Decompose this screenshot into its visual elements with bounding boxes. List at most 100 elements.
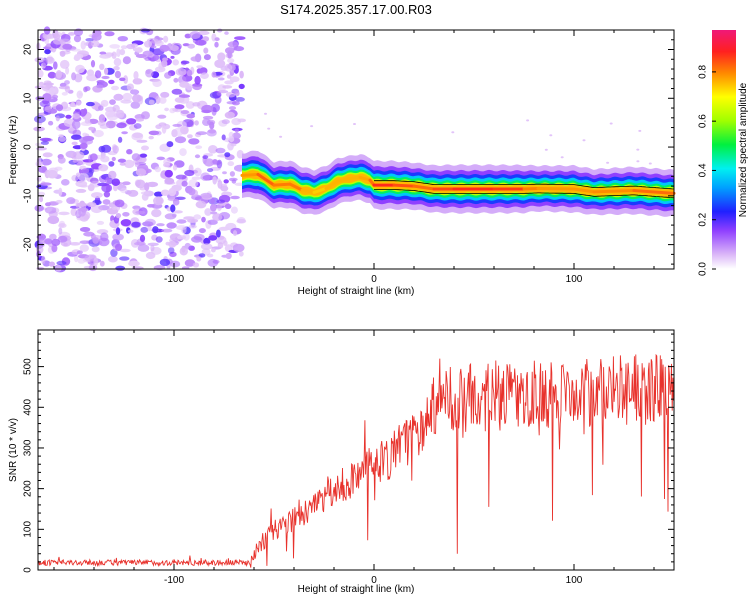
spectrogram-noise-cell — [211, 248, 216, 253]
spectrogram-noise-cell — [41, 158, 52, 166]
spectrogram-noise-cell — [116, 48, 121, 57]
colorbar-ticks: 0.0 0.2 0.4 0.6 0.8 — [698, 64, 716, 276]
spectrogram-noise-cell — [212, 213, 223, 222]
spectrogram-noise-cell — [173, 77, 179, 83]
spectrogram-noise-cell — [65, 114, 72, 119]
spectrogram-noise-cell — [104, 31, 115, 37]
spectrogram-noise-cell — [215, 147, 226, 154]
spectrogram-noise-cell — [217, 84, 226, 92]
spectrogram-noise-cell — [38, 166, 47, 173]
spectrogram-noise-cell — [53, 61, 58, 70]
spectrogram-noise-cell — [230, 64, 236, 71]
spectrogram-noise-cell — [207, 168, 214, 173]
spectrogram-noise-cell — [197, 30, 210, 36]
spectrogram-noise-cell — [104, 67, 109, 75]
spectrogram-noise-cell — [237, 217, 246, 224]
spectrogram-noise-cell — [56, 260, 67, 266]
spectrogram-speck — [310, 125, 314, 128]
spectrogram-noise-cell — [108, 255, 118, 263]
spectrogram-noise-cell — [231, 132, 241, 140]
spectrogram-noise-cell — [88, 167, 95, 174]
spectrogram-noise-cell — [108, 161, 115, 167]
spectrogram-noise-cell — [131, 153, 141, 161]
spectrogram-noise-cell — [195, 131, 208, 136]
spectrogram-noise-cell — [35, 142, 43, 147]
spectrogram-noise-cell — [96, 220, 105, 225]
spectrogram-noise-cell — [195, 200, 207, 209]
spectrogram-noise-cell — [141, 28, 150, 33]
spectrogram-speck — [638, 129, 642, 132]
spectrogram-noise-cell — [167, 247, 175, 254]
spectrogram-noise-cell — [74, 254, 79, 263]
spectrogram-noise-cell — [155, 95, 161, 105]
spectrogram-ridge-core — [324, 179, 340, 190]
spectrogram-noise-cell — [120, 99, 132, 104]
snr-plot-area — [38, 330, 674, 570]
spectrogram-noise-cell — [42, 32, 52, 40]
snr-ytick-label: 400 — [23, 399, 34, 416]
spectrogram-noise-cell — [108, 170, 117, 180]
spectrogram-noise-cell — [61, 91, 68, 96]
spectrogram-noise-cell — [187, 187, 196, 196]
spectrogram-noise-cell — [84, 254, 97, 262]
spectrogram-noise-cell — [86, 69, 95, 76]
spectrogram-noise-cell — [211, 71, 217, 78]
spectrogram-noise-cell — [200, 243, 213, 250]
spectrogram-noise-cell — [186, 69, 193, 77]
spectrogram-noise-cell — [166, 141, 174, 148]
spectrogram-noise-cell — [48, 261, 56, 267]
spectrogram-noise-cell — [58, 136, 67, 142]
spectrogram-noise-cell — [194, 120, 199, 126]
spectrogram-noise-cell — [72, 113, 81, 120]
spectrogram-noise-cell — [196, 256, 202, 262]
snr-xtick-label: 100 — [566, 575, 583, 586]
spectrogram-noise-cell — [127, 229, 134, 233]
spectrogram-noise-cell — [194, 75, 201, 85]
spectrogram-noise-cell — [58, 223, 67, 229]
spectrogram-noise-cell — [175, 225, 187, 231]
spectrogram-noise-cell — [216, 199, 226, 204]
spectrogram-noise-cell — [61, 179, 70, 186]
spectrogram-noise-cell — [163, 35, 169, 43]
spectrogram-noise-cell — [236, 149, 244, 159]
spectrogram-noise-cell — [126, 149, 133, 155]
colorbar-gradient — [712, 30, 736, 269]
spectrogram-noise-cell — [111, 178, 121, 186]
colorbar-tick-label: 0.8 — [698, 64, 709, 78]
spectrogram-noise-cell — [39, 196, 44, 203]
spectrogram-noise-cell — [37, 69, 44, 78]
spectrogram-noise-cell — [195, 39, 207, 46]
spectrogram-noise-cell — [172, 198, 180, 206]
spectrogram-noise-cell — [70, 48, 81, 52]
spectrogram-noise-cell — [160, 189, 170, 196]
spectrogram-noise-cell — [136, 139, 148, 143]
spectrogram-ytick-label: 10 — [23, 92, 34, 104]
spectrogram-noise-cell — [69, 242, 81, 246]
spectrogram-noise-cell — [190, 56, 201, 62]
spectrogram-noise-cell — [42, 152, 53, 158]
spectrogram-noise-cell — [66, 197, 76, 205]
spectrogram-noise-cell — [46, 43, 52, 48]
spectrogram-noise-cell — [133, 71, 139, 80]
spectrogram-noise-cell — [41, 255, 46, 265]
spectrogram-noise-cell — [71, 141, 78, 146]
spectrogram-noise-cell — [36, 235, 44, 239]
spectrogram-noise-cell — [229, 171, 235, 177]
spectrogram-noise-cell — [231, 100, 240, 106]
spectrogram-noise-cell — [77, 172, 89, 181]
spectrogram-noise-cell — [84, 86, 91, 92]
spectrogram-noise-cell — [201, 109, 212, 114]
spectrogram-noise-cell — [53, 33, 61, 40]
spectrogram-noise-cell — [135, 118, 145, 122]
spectrogram-noise-cell — [114, 199, 125, 208]
spectrogram-noise-cell — [139, 234, 146, 242]
spectrogram-noise-cell — [177, 235, 187, 240]
spectrogram-noise-cell — [119, 77, 126, 82]
spectrogram-noise-cell — [71, 174, 79, 182]
spectrogram-noise-cell — [206, 253, 214, 258]
spectrogram-noise-cell — [44, 49, 51, 55]
spectrogram-noise-cell — [115, 243, 122, 251]
spectrogram-noise-cell — [93, 257, 98, 267]
spectrogram-noise-cell — [224, 152, 231, 158]
spectrogram-noise-cell — [192, 83, 203, 87]
